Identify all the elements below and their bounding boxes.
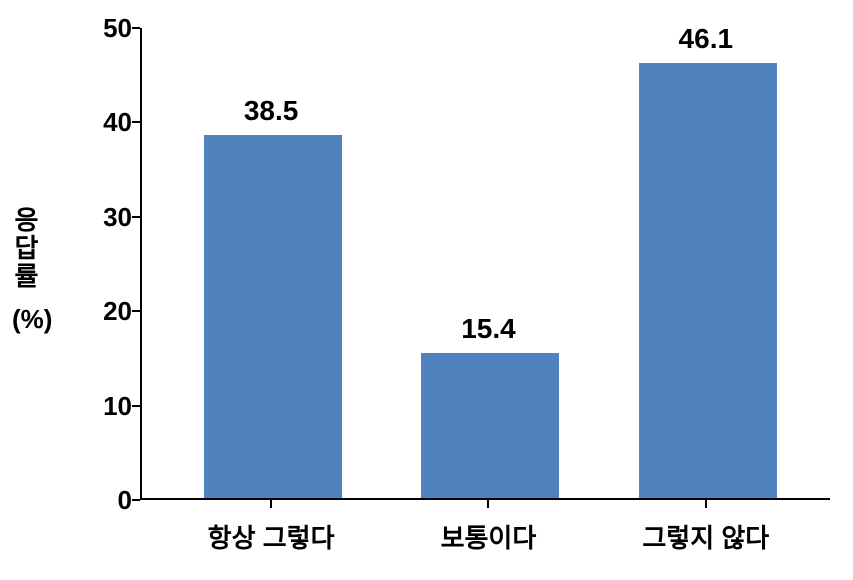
- ytick-label: 0: [72, 485, 132, 516]
- bar: [639, 63, 777, 498]
- ytick-mark: [132, 216, 140, 218]
- ytick-mark: [132, 121, 140, 123]
- ytick-label: 10: [72, 391, 132, 422]
- xtick-label: 항상 그렇다: [161, 518, 381, 555]
- xtick-mark: [487, 500, 489, 508]
- xtick-label: 그렇지 않다: [596, 518, 816, 555]
- bar-value-label: 15.4: [428, 313, 548, 345]
- xtick-mark: [270, 500, 272, 508]
- bar: [421, 353, 559, 498]
- chart-container: 응답률 (%) 0 10 20 30 40 50 38.5 항상 그렇다 15.4 보통이다 46.…: [0, 0, 853, 580]
- xtick-label: 보통이다: [378, 518, 598, 555]
- ytick-mark: [132, 499, 140, 501]
- ytick-label: 40: [72, 107, 132, 138]
- ytick-mark: [132, 405, 140, 407]
- bar: [204, 135, 342, 498]
- ytick-label: 20: [72, 296, 132, 327]
- y-axis-label: 응답률 (%): [12, 206, 52, 335]
- bar-value-label: 38.5: [211, 95, 331, 127]
- bar-value-label: 46.1: [646, 23, 766, 55]
- ytick-mark: [132, 27, 140, 29]
- ytick-mark: [132, 310, 140, 312]
- ytick-label: 30: [72, 202, 132, 233]
- ytick-label: 50: [72, 13, 132, 44]
- xtick-mark: [705, 500, 707, 508]
